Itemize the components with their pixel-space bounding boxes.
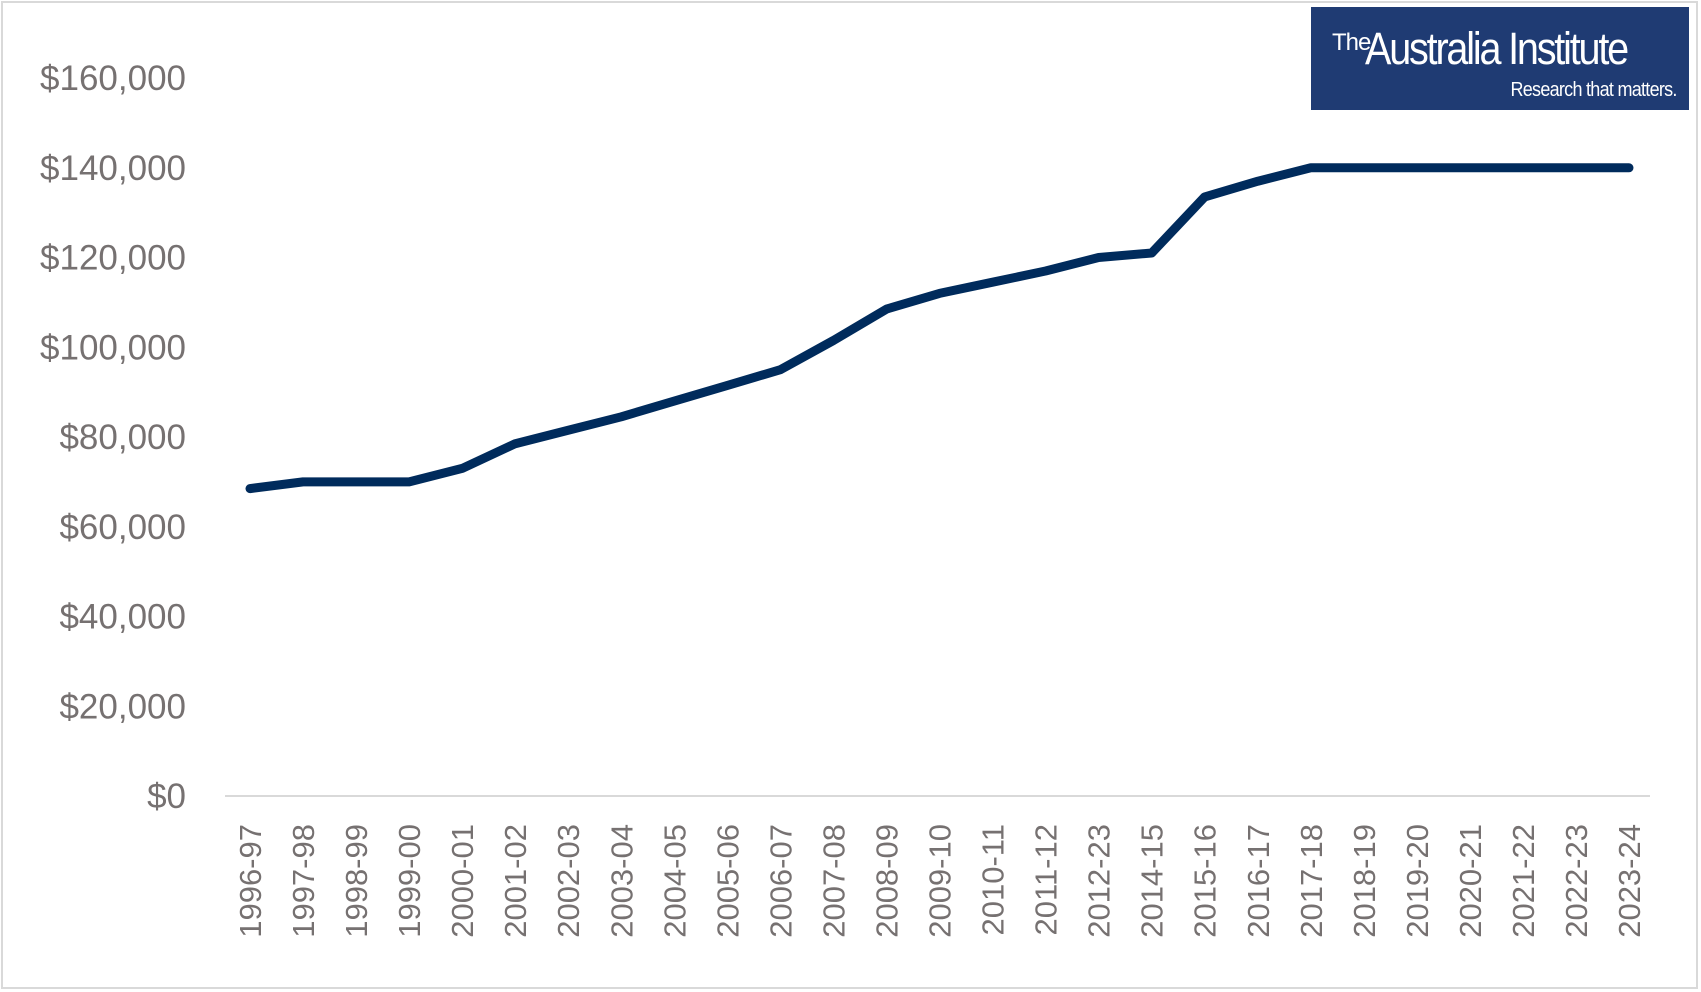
y-tick-label: $40,000 — [59, 598, 186, 637]
y-tick-label: $60,000 — [59, 508, 186, 547]
x-tick-label: 2006-07 — [763, 824, 798, 938]
y-tick-label: $100,000 — [40, 328, 186, 367]
y-tick-label: $0 — [147, 777, 186, 816]
x-tick-label: 2023-24 — [1612, 824, 1647, 938]
x-tick-label: 2015-16 — [1188, 824, 1223, 938]
x-tick-label: 2008-09 — [869, 824, 904, 938]
x-tick-label: 2009-10 — [923, 824, 958, 938]
x-tick-label: 2005-06 — [710, 824, 745, 938]
x-tick-label: 1997-98 — [286, 824, 321, 938]
x-tick-label: 2018-19 — [1347, 824, 1382, 938]
series-line — [245, 163, 1634, 494]
x-tick-label: 2012-23 — [1082, 824, 1117, 938]
x-tick-label: 2022-23 — [1559, 824, 1594, 938]
x-tick-label: 1998-99 — [339, 824, 374, 938]
x-tick-label: 1999-00 — [392, 824, 427, 938]
x-tick-label: 2000-01 — [445, 824, 480, 938]
x-tick-label: 1996-97 — [233, 824, 268, 938]
x-axis-labels: 1996-97 1997-98 1998-99 1999-00 2000-01 2001-… — [233, 824, 1647, 938]
x-tick-label: 2004-05 — [657, 824, 692, 938]
x-tick-label: 2007-08 — [816, 824, 851, 938]
australia-institute-logo: The Australia Institute Research that ma… — [1311, 7, 1689, 110]
x-tick-label: 2021-22 — [1506, 824, 1541, 938]
x-tick-label: 2014-15 — [1135, 824, 1170, 938]
x-tick-label: 2019-20 — [1400, 824, 1435, 938]
x-tick-label: 2016-17 — [1241, 824, 1276, 938]
x-tick-label: 2003-04 — [604, 824, 639, 938]
x-tick-label: 2001-02 — [498, 824, 533, 938]
x-tick-label: 2002-03 — [551, 824, 586, 938]
logo-name-text: Australia Institute — [1365, 23, 1629, 74]
x-tick-label: 2020-21 — [1453, 824, 1488, 938]
x-tick-label: 2017-18 — [1294, 824, 1329, 938]
x-tick-label: 2010-11 — [976, 824, 1011, 935]
y-tick-label: $120,000 — [40, 239, 186, 278]
y-axis-labels: $0 $20,000 $40,000 $60,000 $80,000 $100,000 $1… — [40, 59, 186, 816]
y-tick-label: $160,000 — [40, 59, 186, 98]
y-tick-label: $20,000 — [59, 687, 186, 726]
x-tick-label: 2011-12 — [1029, 824, 1064, 935]
logo-tagline: Research that matters. — [1510, 79, 1678, 101]
logo-the-text: The — [1332, 29, 1371, 56]
y-tick-label: $140,000 — [40, 149, 186, 188]
y-tick-label: $80,000 — [59, 418, 186, 457]
